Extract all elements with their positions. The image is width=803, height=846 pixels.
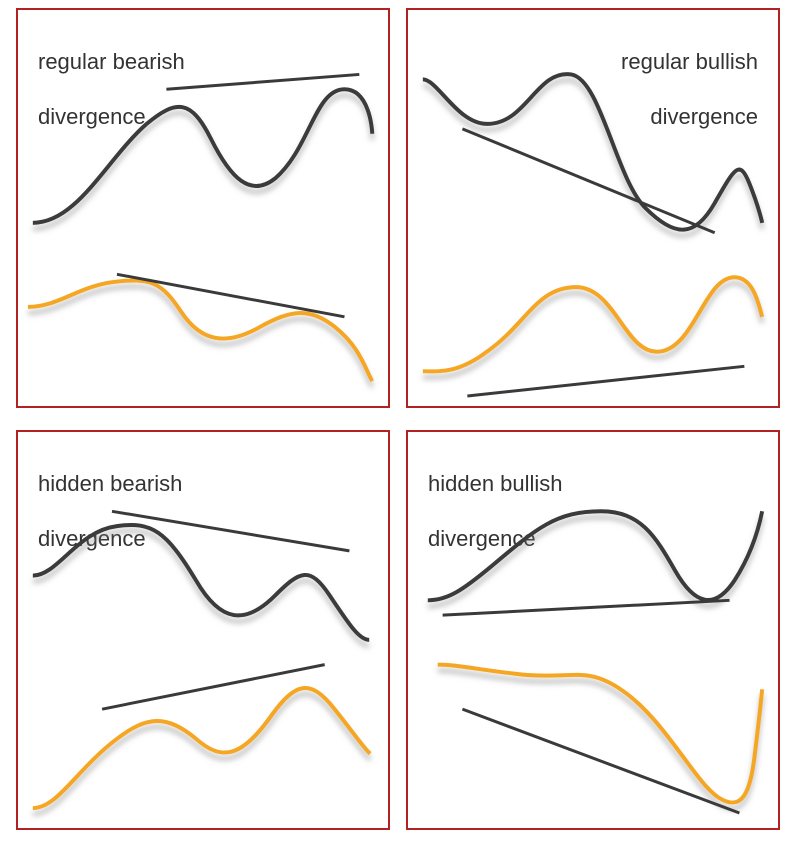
svg-hidden-bullish xyxy=(408,432,778,828)
price-trendline xyxy=(462,129,714,233)
svg-regular-bearish xyxy=(18,10,388,406)
svg-regular-bullish xyxy=(408,10,778,406)
price-curve xyxy=(33,89,372,223)
svg-hidden-bearish xyxy=(18,432,388,828)
indicator-trendline xyxy=(462,709,739,813)
indicator-trendline xyxy=(102,665,325,710)
price-trendline xyxy=(166,74,359,89)
price-curve xyxy=(423,74,762,230)
panel-hidden-bullish: hidden bullish divergence xyxy=(406,430,780,830)
panel-hidden-bearish: hidden bearish divergence xyxy=(16,430,390,830)
price-trendline xyxy=(112,511,349,551)
indicator-curve xyxy=(423,277,762,371)
indicator-curve xyxy=(28,281,372,382)
divergence-diagram: regular bearish divergence regular bulli… xyxy=(0,0,803,846)
indicator-curve xyxy=(438,665,762,803)
panel-regular-bullish: regular bullish divergence xyxy=(406,8,780,408)
price-curve xyxy=(428,511,762,600)
indicator-curve xyxy=(33,688,370,808)
indicator-trendline xyxy=(117,274,345,317)
indicator-trendline xyxy=(467,366,744,396)
panel-regular-bearish: regular bearish divergence xyxy=(16,8,390,408)
price-trendline xyxy=(443,600,730,615)
price-curve xyxy=(33,525,369,640)
